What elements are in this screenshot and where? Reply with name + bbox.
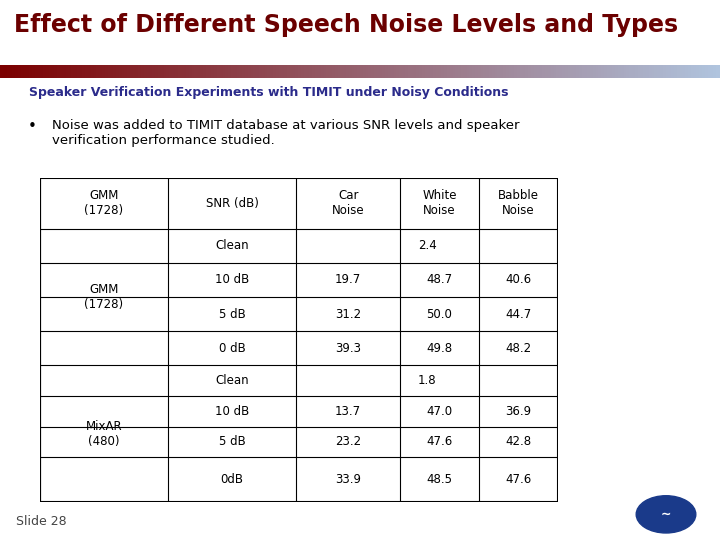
Text: 42.8: 42.8 bbox=[505, 435, 531, 448]
Text: Clean: Clean bbox=[215, 239, 249, 252]
Text: 40.6: 40.6 bbox=[505, 273, 531, 286]
Text: 5 dB: 5 dB bbox=[219, 308, 246, 321]
Text: 10 dB: 10 dB bbox=[215, 273, 249, 286]
Text: •: • bbox=[28, 119, 37, 134]
Text: 49.8: 49.8 bbox=[426, 342, 453, 355]
Text: 1.8: 1.8 bbox=[418, 374, 436, 387]
Text: 47.6: 47.6 bbox=[505, 473, 531, 486]
Text: 33.9: 33.9 bbox=[336, 473, 361, 486]
Text: 50.0: 50.0 bbox=[426, 308, 452, 321]
Text: Speaker Verification Experiments with TIMIT under Noisy Conditions: Speaker Verification Experiments with TI… bbox=[29, 86, 508, 99]
Text: SNR (dB): SNR (dB) bbox=[206, 197, 258, 210]
Text: 0 dB: 0 dB bbox=[219, 342, 246, 355]
Text: Babble
Noise: Babble Noise bbox=[498, 190, 539, 218]
Circle shape bbox=[636, 496, 696, 533]
Text: 48.7: 48.7 bbox=[426, 273, 453, 286]
Text: GMM
(1728): GMM (1728) bbox=[84, 190, 123, 218]
Text: Clean: Clean bbox=[215, 374, 249, 387]
Text: Slide 28: Slide 28 bbox=[17, 515, 67, 528]
Text: White
Noise: White Noise bbox=[422, 190, 456, 218]
Text: 23.2: 23.2 bbox=[335, 435, 361, 448]
Text: 19.7: 19.7 bbox=[335, 273, 361, 286]
Text: 36.9: 36.9 bbox=[505, 405, 531, 418]
Text: 44.7: 44.7 bbox=[505, 308, 531, 321]
Text: 5 dB: 5 dB bbox=[219, 435, 246, 448]
Text: 47.0: 47.0 bbox=[426, 405, 453, 418]
Text: 10 dB: 10 dB bbox=[215, 405, 249, 418]
Text: 0dB: 0dB bbox=[220, 473, 243, 486]
Text: 39.3: 39.3 bbox=[336, 342, 361, 355]
Text: Car
Noise: Car Noise bbox=[332, 190, 364, 218]
Text: 48.5: 48.5 bbox=[426, 473, 452, 486]
Text: 48.2: 48.2 bbox=[505, 342, 531, 355]
Text: 47.6: 47.6 bbox=[426, 435, 453, 448]
Text: 13.7: 13.7 bbox=[335, 405, 361, 418]
Text: Effect of Different Speech Noise Levels and Types: Effect of Different Speech Noise Levels … bbox=[14, 12, 678, 37]
Text: GMM
(1728): GMM (1728) bbox=[84, 283, 123, 311]
Text: 2.4: 2.4 bbox=[418, 239, 436, 252]
Text: Noise was added to TIMIT database at various SNR levels and speaker
verification: Noise was added to TIMIT database at var… bbox=[52, 119, 520, 147]
Text: 31.2: 31.2 bbox=[335, 308, 361, 321]
Text: MixAR
(480): MixAR (480) bbox=[86, 420, 122, 448]
Text: ∼: ∼ bbox=[661, 508, 671, 521]
